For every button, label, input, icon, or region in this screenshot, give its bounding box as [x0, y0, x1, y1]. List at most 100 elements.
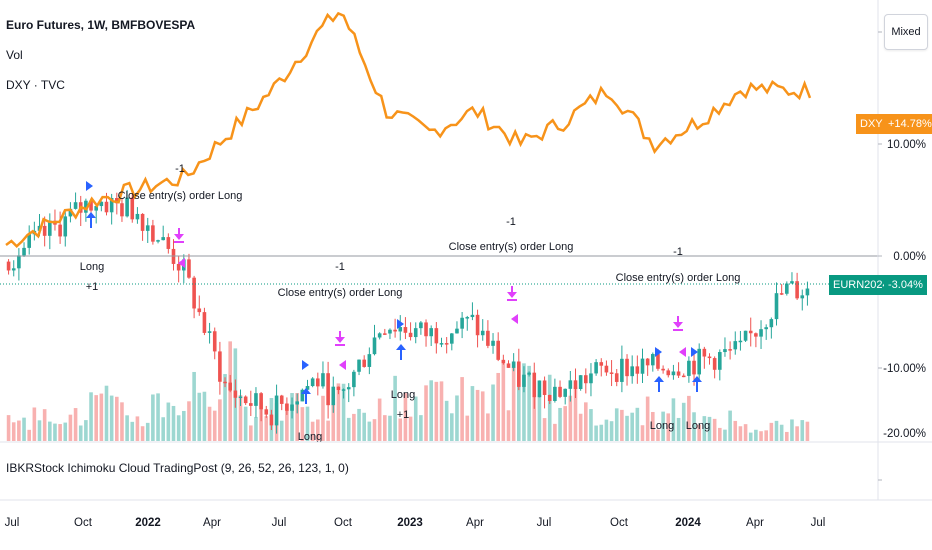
candle-body [321, 373, 325, 387]
time-axis-label: Jul [5, 517, 20, 529]
volume-bar [202, 391, 207, 441]
trade-annotations: Long +1 Close entry(s) order Long -1 Close e… [80, 163, 741, 443]
candle-body [496, 340, 500, 360]
candle-body [733, 341, 738, 350]
price-scale[interactable]: 20.00%10.00%0.00%-10.00%-20.00% [878, 27, 926, 481]
time-axis[interactable]: Jul Oct 2022 Apr Jul Oct 2023 Apr Jul Oct 2024 Apr J… [5, 517, 826, 529]
time-axis-label: Oct [610, 517, 629, 529]
candle-body [197, 308, 202, 313]
time-axis-label: Jul [811, 517, 826, 529]
volume-bar [403, 393, 408, 441]
volume-bar [305, 406, 310, 441]
candle-body [563, 388, 567, 397]
volume-bar [594, 425, 598, 441]
volume-bar [171, 405, 176, 441]
volume-bar [372, 419, 377, 441]
candle-body [743, 330, 748, 341]
candle-body [599, 362, 604, 366]
volume-bar [58, 424, 62, 441]
volume-bar [78, 425, 83, 441]
price-scale-label: 10.00% [887, 139, 926, 151]
volume-bar [429, 380, 433, 441]
volume-bar [140, 426, 145, 441]
fill-marker [691, 347, 698, 357]
fill-marker [397, 319, 404, 329]
volume-bar [68, 414, 73, 441]
candle-body [712, 358, 717, 370]
candle-body [290, 404, 294, 411]
candle-body [795, 281, 799, 299]
candle-body [537, 380, 542, 398]
volume-bar [259, 402, 263, 441]
volume-bar [17, 420, 21, 441]
candle-body [388, 329, 392, 334]
volume-bar [166, 402, 171, 441]
candle-body [357, 359, 361, 372]
trade-annotation-qty: -1 [673, 246, 683, 258]
candle-body [109, 198, 114, 213]
volume-bar [238, 395, 243, 441]
scale-mode-button[interactable]: Mixed [884, 14, 928, 50]
volume-bar [383, 415, 387, 441]
candle-body [326, 373, 330, 406]
volume-bar [84, 420, 88, 441]
volume-bar [805, 421, 810, 441]
candle-body [207, 331, 212, 333]
volume-bar [434, 381, 439, 441]
volume-bar [109, 395, 114, 441]
volume-bar [120, 402, 124, 441]
candle-body [336, 386, 341, 391]
long-entry-arrow-head [654, 376, 664, 382]
candle-body [135, 213, 140, 220]
volume-bar [341, 383, 346, 441]
volume-bar [362, 412, 366, 441]
volume-bar [604, 419, 609, 441]
candle-body [718, 352, 722, 370]
volume-bar [707, 416, 712, 441]
volume-bar [156, 393, 160, 441]
volume-bar [151, 394, 155, 441]
volume-bar [522, 363, 526, 441]
candle-body [547, 394, 552, 401]
volume-bar [377, 398, 382, 441]
volume-bar [460, 377, 464, 441]
candle-body [439, 343, 444, 345]
volume-bar [671, 398, 676, 441]
volume-bar [666, 413, 671, 441]
trade-annotation-qty: -1 [506, 216, 516, 228]
candle-body [393, 329, 397, 332]
candle-body [568, 380, 573, 389]
volume-bar [398, 418, 403, 441]
candle-body [434, 328, 439, 344]
fill-marker [178, 258, 185, 268]
time-axis-label: Jul [272, 517, 287, 529]
volume-bar [609, 421, 614, 441]
volume-legend[interactable]: Vol [6, 48, 23, 62]
volume-bar [506, 410, 511, 441]
volume-bar [676, 417, 681, 441]
candle-body [279, 395, 284, 404]
candle-body [316, 378, 320, 387]
candle-body [68, 208, 73, 217]
symbol-title[interactable]: Euro Futures, 1W, BMFBOVESPA [6, 18, 196, 32]
volume-bar [661, 411, 665, 441]
volume-bar [94, 395, 98, 441]
indicator-label[interactable]: IBKRStock Ichimoku Cloud TradingPost (9,… [6, 461, 349, 475]
volume-bar [73, 408, 78, 441]
candle-body [161, 237, 165, 241]
candle-body [429, 328, 433, 337]
time-axis-label: Apr [203, 517, 221, 529]
volume-bar [527, 365, 531, 441]
trade-annotation-label: Close entry(s) order Long [449, 241, 574, 253]
volume-bar [558, 407, 562, 441]
candle-body [233, 390, 238, 398]
volume-bar [511, 367, 516, 441]
compare-symbol-legend[interactable]: DXY · TVC [6, 78, 65, 92]
volume-bar [517, 369, 521, 441]
volume-bar [300, 407, 305, 441]
candle-body [6, 261, 11, 271]
candle-body [517, 361, 521, 387]
volume-bar [125, 415, 129, 441]
candle-body [656, 354, 660, 369]
